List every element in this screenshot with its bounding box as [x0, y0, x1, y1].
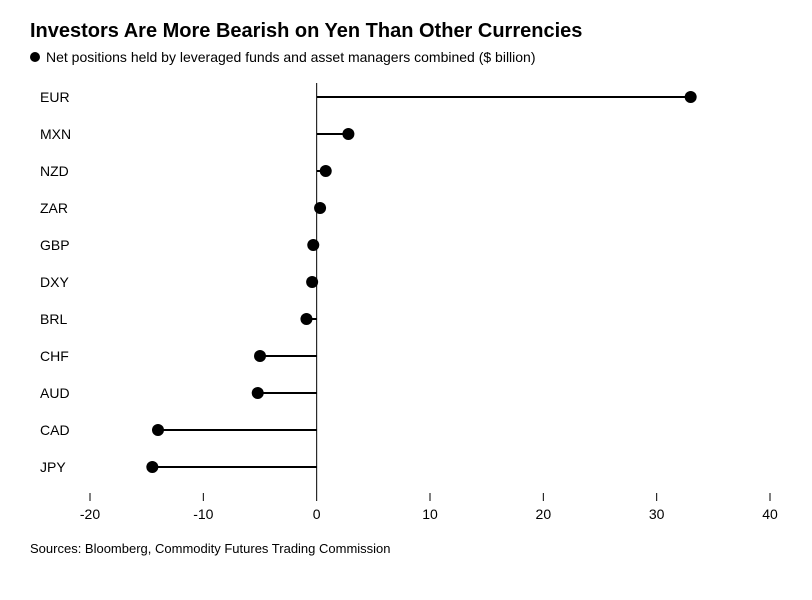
category-label: JPY: [40, 459, 66, 475]
x-tick-label: -20: [80, 506, 100, 522]
lollipop-marker: [252, 387, 264, 399]
category-label: NZD: [40, 163, 69, 179]
category-label: BRL: [40, 311, 67, 327]
chart-area: EUR MXN NZD ZAR GBP DXY BRL CHF AUD CAD JPY -20 -10 0…: [30, 73, 780, 533]
lollipop-marker: [306, 276, 318, 288]
category-label: AUD: [40, 385, 70, 401]
source-text: Sources: Bloomberg, Commodity Futures Tr…: [30, 541, 782, 556]
chart-title: Investors Are More Bearish on Yen Than O…: [30, 20, 782, 43]
x-tick-label: 30: [649, 506, 665, 522]
category-label: DXY: [40, 274, 69, 290]
lollipop-marker: [300, 313, 312, 325]
category-label: ZAR: [40, 200, 68, 216]
lollipop-marker: [320, 165, 332, 177]
lollipop-chart: EUR MXN NZD ZAR GBP DXY BRL CHF AUD CAD JPY -20 -10 0…: [30, 73, 780, 533]
x-tick-label: -10: [193, 506, 213, 522]
legend-marker-icon: [30, 52, 40, 62]
x-tick-label: 40: [762, 506, 778, 522]
lollipop-marker: [254, 350, 266, 362]
lollipop-marker: [307, 239, 319, 251]
category-label: CHF: [40, 348, 69, 364]
x-tick-label: 20: [536, 506, 552, 522]
lollipop-marker: [152, 424, 164, 436]
category-label: GBP: [40, 237, 70, 253]
lollipop-marker: [685, 91, 697, 103]
x-tick-label: 0: [313, 506, 321, 522]
subtitle-text: Net positions held by leveraged funds an…: [46, 49, 536, 65]
lollipop-marker: [146, 461, 158, 473]
x-tick-label: 10: [422, 506, 438, 522]
lollipop-marker: [342, 128, 354, 140]
category-label: EUR: [40, 89, 70, 105]
chart-subtitle: Net positions held by leveraged funds an…: [30, 49, 782, 65]
category-label: MXN: [40, 126, 71, 142]
lollipop-marker: [314, 202, 326, 214]
category-label: CAD: [40, 422, 70, 438]
